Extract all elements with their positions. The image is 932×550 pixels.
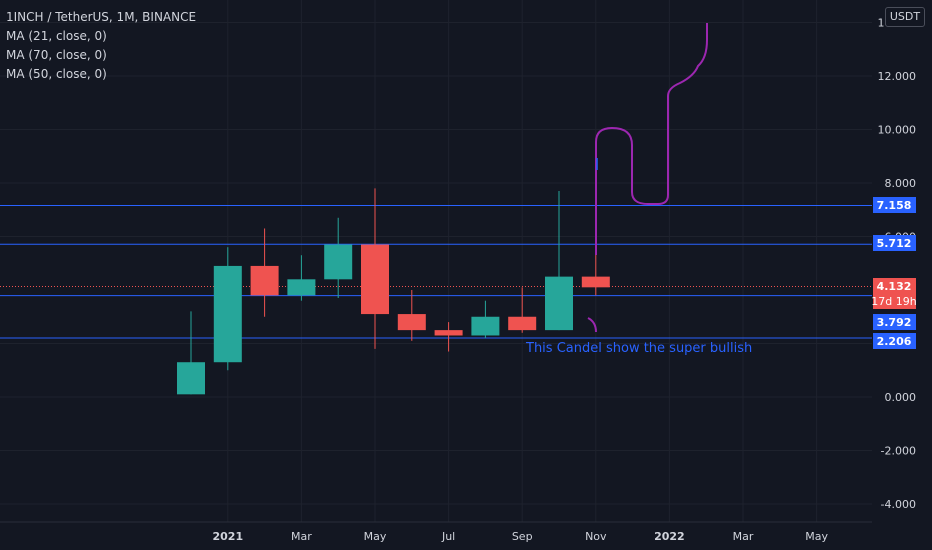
price-label-text: 2.206	[877, 335, 912, 348]
price-label-box: 5.712	[873, 235, 916, 251]
price-label-text: 3.792	[877, 316, 912, 329]
time-axis[interactable]: 2021 Mar May Jul Sep Nov 2022 Mar May	[0, 521, 872, 543]
candle[interactable]	[471, 300, 500, 339]
indicator-ma70[interactable]: MA (70, close, 0)	[6, 48, 107, 62]
time-tick-label: Nov	[585, 530, 607, 543]
candle[interactable]	[508, 287, 537, 333]
projection-hook[interactable]	[587, 317, 597, 333]
candles[interactable]	[177, 188, 610, 395]
symbol-title[interactable]: 1INCH / TetherUS, 1M, BINANCE	[6, 10, 197, 24]
price-tick-label: 12.000	[878, 70, 917, 83]
price-label-bg	[873, 235, 916, 251]
price-label-box: 4.132	[873, 278, 916, 294]
time-tick-label: May	[364, 530, 387, 543]
time-tick-label: 2021	[212, 530, 243, 543]
price-labels: 7.158 5.712 4.132 17d 19h 3.792 2.206	[871, 197, 917, 349]
candle[interactable]	[361, 188, 389, 349]
candle[interactable]	[250, 228, 279, 317]
candle-body[interactable]	[250, 265, 279, 296]
price-tick-label: 10.000	[878, 124, 917, 137]
candle[interactable]	[434, 322, 463, 352]
price-axis[interactable]: 14.00012.00010.0008.0006.0002.0000.000-2…	[878, 17, 917, 512]
time-tick-label: 2022	[654, 530, 685, 543]
candle[interactable]	[287, 255, 316, 301]
indicator-ma50[interactable]: MA (50, close, 0)	[6, 67, 107, 81]
price-tick-label: 8.000	[885, 177, 917, 190]
candle-body[interactable]	[434, 330, 463, 336]
grid-lines	[0, 0, 872, 522]
price-label-bg	[873, 197, 916, 213]
price-label-bg	[873, 278, 916, 294]
candle[interactable]	[581, 249, 610, 296]
candle-body[interactable]	[213, 265, 242, 363]
price-label-bg	[873, 314, 916, 330]
purple-projection-drawing[interactable]	[587, 23, 708, 333]
chart-legend: 1INCH / TetherUS, 1M, BINANCE MA (21, cl…	[6, 8, 196, 84]
price-label-bg	[873, 333, 916, 349]
candle-body[interactable]	[581, 276, 610, 288]
indicator-ma21[interactable]: MA (21, close, 0)	[6, 29, 107, 43]
candle[interactable]	[213, 247, 242, 371]
candle-body[interactable]	[177, 362, 205, 395]
price-label-box: 2.206	[873, 333, 916, 349]
price-label-box: 3.792	[873, 314, 916, 330]
candle-body[interactable]	[287, 279, 316, 296]
candle-body[interactable]	[545, 276, 573, 331]
candle-body[interactable]	[324, 244, 353, 280]
price-tick-label: -2.000	[881, 445, 916, 458]
candle[interactable]	[397, 290, 426, 341]
projection-path[interactable]	[595, 23, 708, 255]
candle-body[interactable]	[361, 244, 389, 315]
time-tick-label: Mar	[733, 530, 754, 543]
time-tick-label: Mar	[291, 530, 312, 543]
time-tick-label: Jul	[441, 530, 455, 543]
time-tick-label: May	[805, 530, 828, 543]
candle-body[interactable]	[397, 314, 426, 331]
price-label-text: 7.158	[877, 199, 912, 212]
horizontal-levels[interactable]	[0, 205, 872, 339]
price-label-box: 17d 19h	[871, 293, 917, 309]
candle[interactable]	[545, 191, 573, 331]
price-tick-label: 0.000	[885, 391, 917, 404]
price-label-text: 5.712	[877, 237, 912, 250]
candle[interactable]	[324, 217, 353, 299]
price-label-text: 4.132	[877, 280, 912, 293]
time-tick-label: Sep	[512, 530, 533, 543]
price-tick-label: -4.000	[881, 498, 916, 511]
currency-button[interactable]: USDT	[885, 7, 925, 27]
price-label-text: 17d 19h	[871, 295, 916, 308]
candle-body[interactable]	[471, 316, 500, 336]
price-label-box: 7.158	[873, 197, 916, 213]
annotation-text[interactable]: This Candel show the super bullish	[525, 341, 752, 356]
price-label-bg	[873, 293, 916, 309]
candle-body[interactable]	[508, 316, 537, 331]
candle[interactable]	[177, 311, 205, 395]
